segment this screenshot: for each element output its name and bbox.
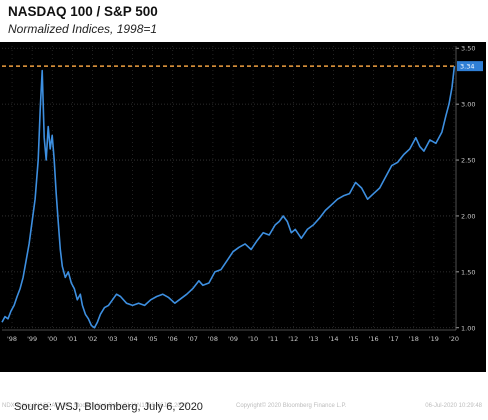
y-tick-label: 3.50 xyxy=(461,45,475,53)
chart-subtitle: Normalized Indices, 1998=1 xyxy=(8,22,158,36)
x-tick-label: '17 xyxy=(389,335,399,343)
x-tick-label: '99 xyxy=(27,335,37,343)
footer-timestamp: 06-Jul-2020 10:29:48 xyxy=(425,403,482,409)
footer-copyright: Copyright© 2020 Bloomberg Finance L.P. xyxy=(236,403,347,409)
x-tick-label: '11 xyxy=(268,335,278,343)
x-tick-label: '04 xyxy=(128,335,138,343)
x-tick-label: '16 xyxy=(369,335,379,343)
y-tick-label: 2.00 xyxy=(461,212,475,220)
y-tick-label: 1.00 xyxy=(461,324,475,332)
last-value-label: 3.34 xyxy=(460,63,474,71)
chart-title: NASDAQ 100 / S&P 500 xyxy=(8,4,158,19)
x-tick-label: '03 xyxy=(107,335,117,343)
x-tick-label: '98 xyxy=(7,335,17,343)
x-tick-label: '05 xyxy=(148,335,158,343)
y-tick-label: 2.50 xyxy=(461,157,475,165)
x-tick-label: '08 xyxy=(208,335,218,343)
x-tick-label: '14 xyxy=(328,335,338,343)
x-tick-label: '15 xyxy=(349,335,359,343)
x-tick-label: '00 xyxy=(47,335,57,343)
source-note: Source: WSJ, Bloomberg, July 6, 2020 xyxy=(14,401,203,413)
x-tick-label: '12 xyxy=(288,335,298,343)
y-tick-label: 1.50 xyxy=(461,268,475,276)
x-tick-label: '01 xyxy=(67,335,77,343)
x-tick-label: '19 xyxy=(429,335,439,343)
x-tick-label: '06 xyxy=(168,335,178,343)
x-tick-label: '13 xyxy=(308,335,318,343)
footer-index-label: NDX Index (NASDAQ 100 Stock Index) Daily… xyxy=(2,403,188,409)
x-tick-label: '02 xyxy=(87,335,97,343)
line-chart: 1.00 1.50 2.00 2.50 3.00 3.50 '98 '99 '00 '01 '02 '… xyxy=(1,45,483,343)
x-tick-label: '18 xyxy=(409,335,419,343)
chart-panel: 1.00 1.50 2.00 2.50 3.00 3.50 '98 '99 '00 '01 '02 '… xyxy=(0,42,486,409)
y-tick-label: 3.00 xyxy=(461,101,475,109)
x-tick-label: '20 xyxy=(449,335,459,343)
x-tick-label: '10 xyxy=(248,335,258,343)
x-tick-label: '07 xyxy=(188,335,198,343)
series-line xyxy=(1,66,456,329)
last-value-badge xyxy=(457,61,483,72)
x-tick-label: '09 xyxy=(228,335,238,343)
